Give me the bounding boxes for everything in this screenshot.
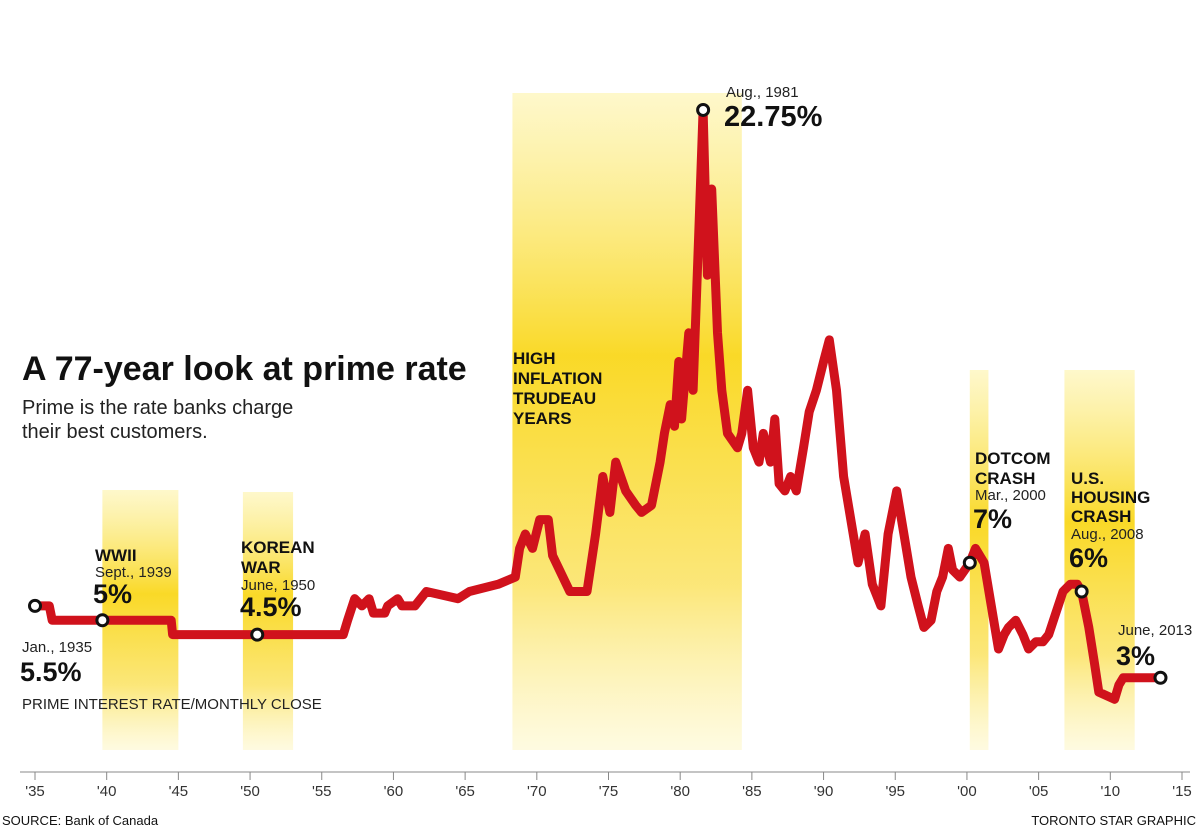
annotation-value: 5.5%: [20, 657, 82, 687]
annotation-marker: [962, 555, 977, 570]
x-tick-label: '95: [885, 783, 905, 800]
annotation-value: 7%: [973, 504, 1012, 534]
annotation-date: Sept., 1939: [95, 564, 172, 581]
chart-subtitle-line-2: their best customers.: [22, 421, 208, 443]
x-tick-label: '55: [312, 783, 332, 800]
annotation-label: TRUDEAU: [513, 389, 596, 408]
annotation-value: 6%: [1069, 543, 1108, 573]
x-tick-label: '15: [1172, 783, 1192, 800]
prime-rate-line: [30, 105, 1165, 704]
annotation-value: 4.5%: [240, 592, 302, 622]
annotation-marker: [250, 627, 265, 642]
annotation-label: KOREAN: [241, 538, 315, 557]
source-note: SOURCE: Bank of Canada: [2, 813, 159, 828]
x-tick-label: '75: [599, 783, 619, 800]
annotation-label: WWII: [95, 546, 137, 565]
annotation-marker: [1074, 584, 1089, 599]
x-axis-ticks: '35 '40 '45 '50 '55 '60 '65 '70 '75 '80 '85 '90 '95 '…: [25, 772, 1192, 800]
x-tick-label: '10: [1101, 783, 1121, 800]
annotation-label: U.S.: [1071, 469, 1104, 488]
annotation-date: Aug., 1981: [726, 84, 799, 101]
annotation-label: DOTCOM: [975, 449, 1051, 468]
series-label: PRIME INTEREST RATE/MONTHLY CLOSE: [22, 696, 322, 713]
shaded-period-band: [242, 492, 294, 750]
annotation-marker: [696, 102, 711, 117]
annotation-markers: [28, 102, 1168, 685]
annotation-label: INFLATION: [513, 369, 602, 388]
annotation-value: 3%: [1116, 641, 1155, 671]
x-tick-label: '80: [670, 783, 690, 800]
annotation-date: Aug., 2008: [1071, 526, 1144, 543]
shaded-periods: [102, 93, 1135, 750]
x-tick-label: '85: [742, 783, 762, 800]
graphic-credit: TORONTO STAR GRAPHIC: [1031, 813, 1196, 828]
annotation-label: CRASH: [1071, 507, 1131, 526]
x-tick-label: '05: [1029, 783, 1049, 800]
x-tick-label: '70: [527, 783, 547, 800]
annotation-date: Jan., 1935: [22, 639, 92, 656]
x-tick-label: '00: [957, 783, 977, 800]
x-tick-label: '50: [240, 783, 260, 800]
annotation-date: Mar., 2000: [975, 487, 1046, 504]
x-tick-label: '65: [455, 783, 475, 800]
x-tick-label: '60: [384, 783, 404, 800]
annotation-value: 5%: [93, 579, 132, 609]
annotation-label: HIGH: [513, 349, 556, 368]
annotation-value: 22.75%: [724, 101, 823, 133]
annotation-label: HOUSING: [1071, 488, 1150, 507]
x-tick-label: '35: [25, 783, 45, 800]
annotation-marker: [28, 598, 42, 613]
annotation-marker: [95, 613, 110, 628]
annotation-label: CRASH: [975, 469, 1035, 488]
annotation-date: June, 2013: [1118, 622, 1192, 639]
annotation-label: WAR: [241, 558, 281, 577]
annotation-label: YEARS: [513, 409, 572, 428]
x-tick-label: '45: [169, 783, 189, 800]
chart-subtitle-line-1: Prime is the rate banks charge: [22, 397, 293, 419]
chart-title: A 77-year look at prime rate: [22, 350, 467, 388]
x-tick-label: '40: [97, 783, 117, 800]
annotation-date: June, 1950: [241, 577, 315, 594]
annotation-marker: [1153, 670, 1168, 685]
x-tick-label: '90: [814, 783, 834, 800]
